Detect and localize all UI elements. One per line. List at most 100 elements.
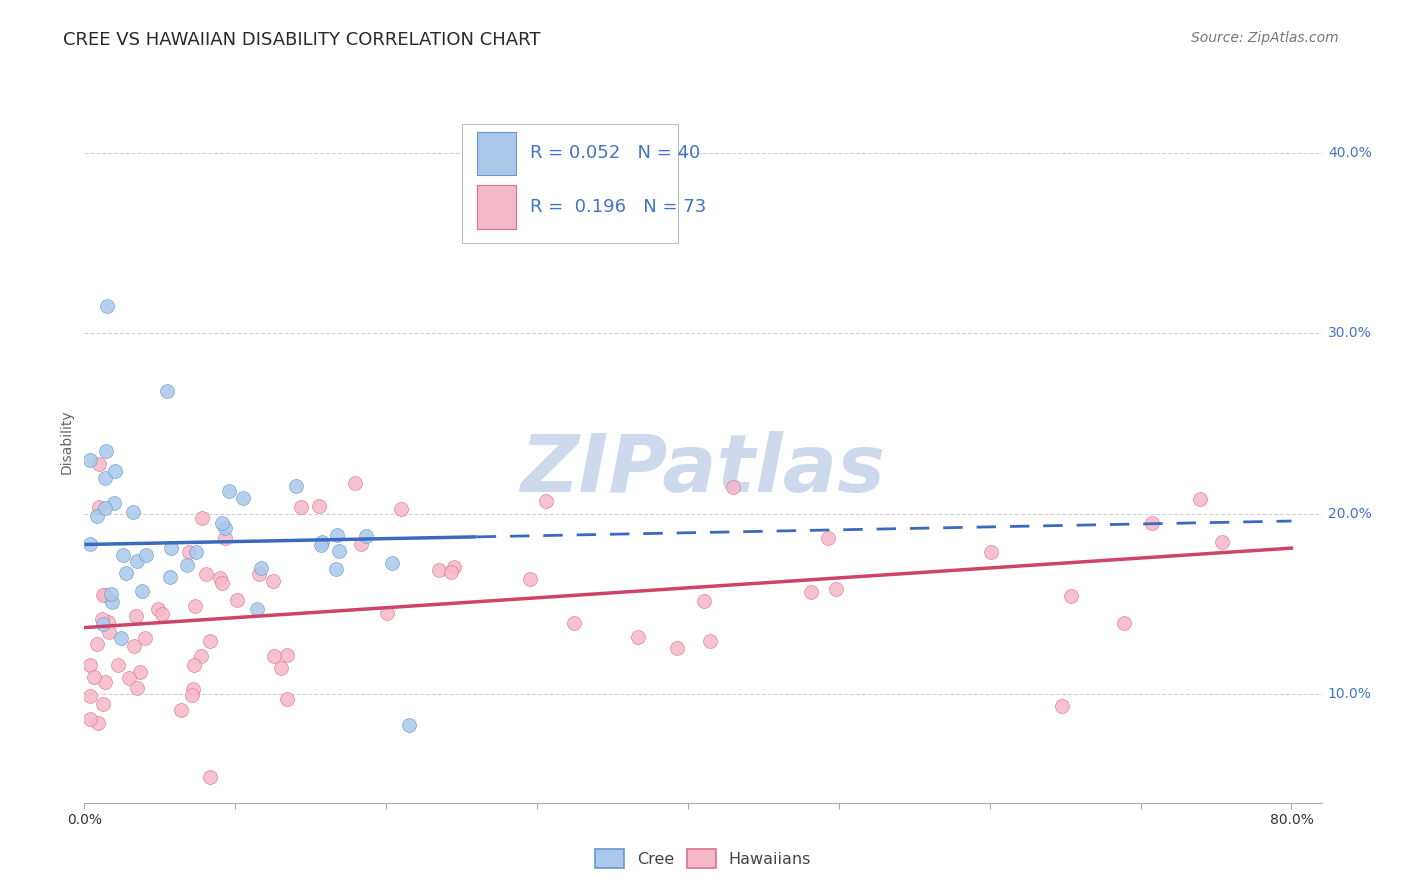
Point (122, 639, 145, 653)
Point (79, 657, 101, 672)
Point (107, 657, 129, 672)
Point (96, 299, 118, 313)
Point (1050, 698, 1073, 713)
Point (519, 572, 541, 586)
Point (326, 528, 349, 542)
Point (389, 502, 412, 516)
Legend: Cree, Hawaiians: Cree, Hawaiians (589, 843, 817, 874)
Point (311, 534, 333, 549)
Point (191, 511, 214, 525)
Text: 10.0%: 10.0% (1327, 688, 1372, 701)
Point (110, 631, 132, 645)
Text: CREE VS HAWAIIAN DISABILITY CORRELATION CHART: CREE VS HAWAIIAN DISABILITY CORRELATION … (63, 31, 541, 49)
Point (398, 718, 420, 732)
Point (104, 464, 127, 478)
Point (97, 624, 120, 639)
Point (79, 712, 101, 726)
FancyBboxPatch shape (461, 124, 678, 243)
Point (699, 634, 721, 648)
Point (117, 671, 139, 685)
Point (325, 562, 347, 576)
Point (198, 770, 221, 784)
Point (1189, 491, 1212, 506)
Point (263, 648, 285, 663)
Point (562, 615, 585, 630)
Point (122, 505, 145, 519)
Point (328, 544, 350, 558)
Point (86, 637, 108, 651)
Point (159, 570, 181, 584)
Point (184, 599, 207, 613)
Point (225, 593, 247, 607)
Text: 40.0%: 40.0% (1327, 145, 1372, 160)
Point (146, 602, 169, 616)
Point (79, 536, 101, 550)
Point (211, 516, 233, 531)
Point (114, 566, 136, 580)
Point (79, 452, 101, 467)
Point (125, 681, 148, 696)
Point (627, 630, 650, 644)
Point (183, 657, 205, 672)
Point (135, 549, 157, 563)
Point (91, 588, 114, 602)
Point (1140, 516, 1163, 531)
Point (100, 587, 122, 601)
Point (86, 716, 108, 731)
Point (824, 582, 846, 596)
Point (94, 588, 117, 602)
Point (723, 480, 745, 494)
Point (90, 612, 112, 626)
Point (343, 475, 366, 490)
FancyBboxPatch shape (477, 131, 516, 175)
Point (156, 384, 179, 398)
Text: R = 0.052   N = 40: R = 0.052 N = 40 (530, 145, 700, 162)
Point (176, 558, 198, 572)
Point (103, 496, 125, 510)
Point (262, 574, 284, 589)
Text: 30.0%: 30.0% (1327, 326, 1372, 340)
Point (214, 521, 236, 535)
Point (247, 567, 270, 582)
Point (270, 661, 292, 675)
Point (195, 567, 218, 582)
Point (356, 528, 378, 542)
Point (308, 500, 330, 514)
Point (381, 556, 404, 570)
Text: R =  0.196   N = 73: R = 0.196 N = 73 (530, 198, 706, 216)
Point (94, 444, 117, 458)
Point (94, 471, 117, 485)
Point (980, 545, 1002, 559)
Point (97, 615, 120, 629)
Text: 20.0%: 20.0% (1327, 507, 1372, 521)
Point (86, 508, 108, 523)
Point (443, 559, 465, 574)
Point (94, 675, 117, 690)
Point (87, 458, 110, 472)
Point (211, 576, 233, 591)
Point (101, 595, 124, 609)
Point (91, 698, 114, 712)
Point (1211, 535, 1233, 549)
Point (1060, 590, 1083, 604)
Point (198, 633, 221, 648)
Point (183, 681, 205, 696)
Point (127, 554, 149, 568)
Text: Source: ZipAtlas.com: Source: ZipAtlas.com (1191, 31, 1339, 45)
Point (285, 479, 308, 493)
Point (160, 541, 183, 556)
Point (180, 688, 202, 702)
FancyBboxPatch shape (477, 186, 516, 228)
Point (232, 491, 254, 505)
Point (150, 607, 173, 621)
Point (534, 494, 557, 508)
Point (218, 484, 240, 499)
Point (246, 602, 269, 616)
Point (647, 227, 669, 241)
Point (170, 703, 193, 717)
Text: ZIPatlas: ZIPatlas (520, 432, 886, 509)
Point (276, 691, 298, 706)
Point (290, 500, 312, 515)
Y-axis label: Disability: Disability (60, 409, 75, 474)
Point (177, 545, 200, 559)
